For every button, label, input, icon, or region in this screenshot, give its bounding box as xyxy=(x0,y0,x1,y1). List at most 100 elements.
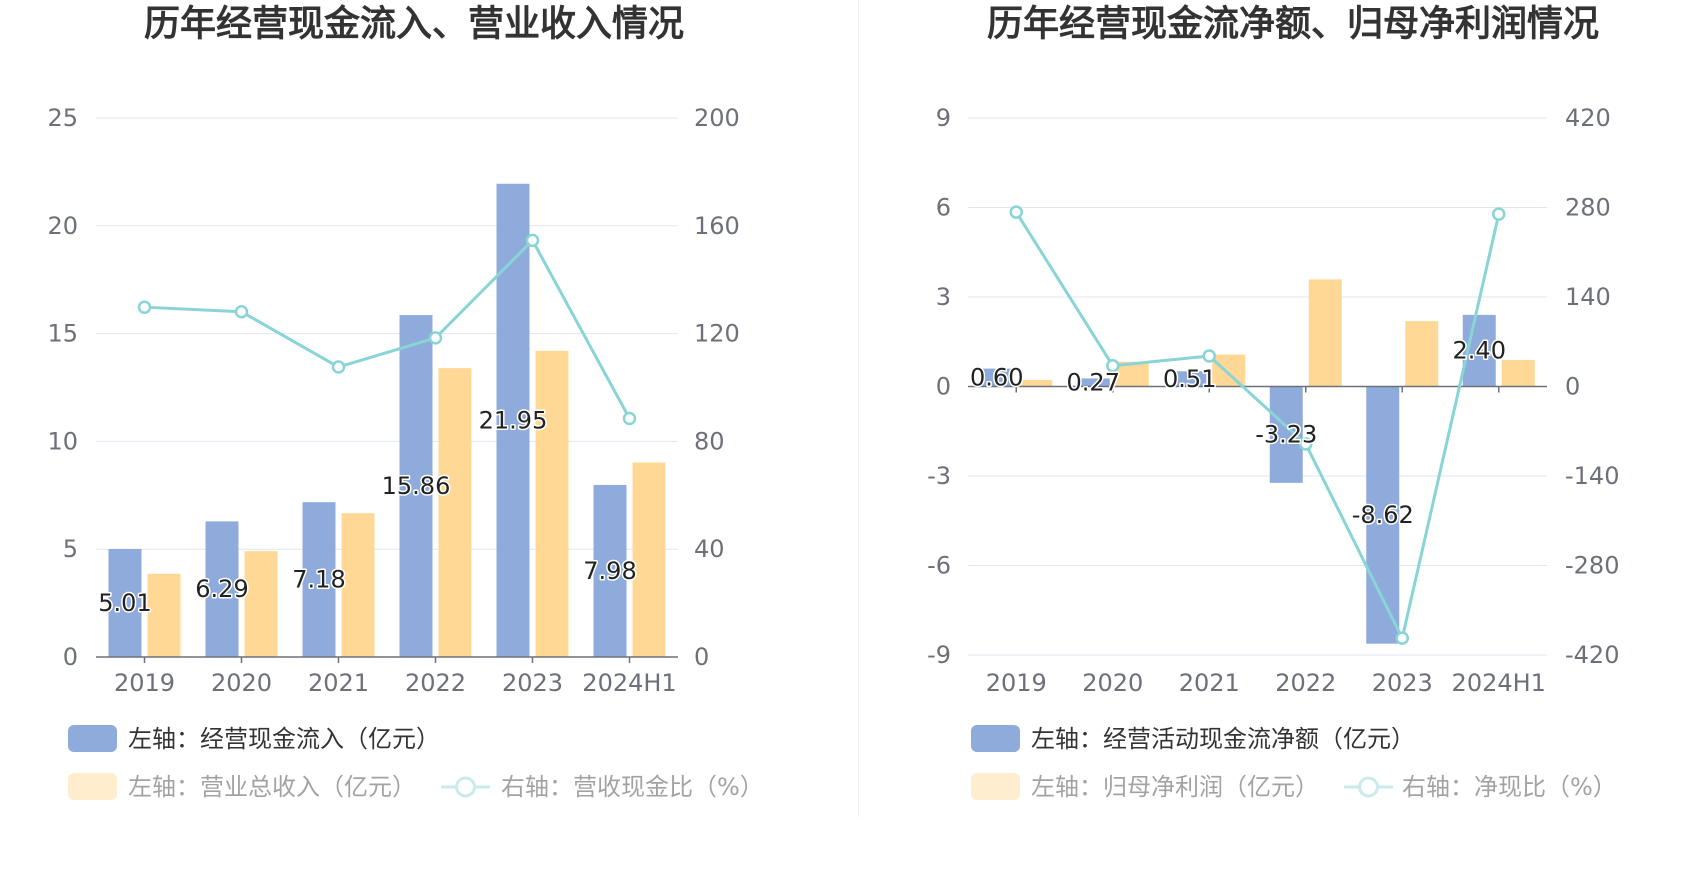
operating-net-cash-flow-bar xyxy=(980,368,1014,387)
line-point-marker xyxy=(1395,631,1409,645)
left-axis-tick-label: -3 xyxy=(927,462,951,490)
net-profit-bar xyxy=(1501,359,1535,387)
left-axis-tick-label: 20 xyxy=(47,212,78,240)
chart-net-cash-flow-profit: 历年经营现金流净额、归母净利润情况 -9 -6 -3 0 3 6 9 -420 -280 -140… xyxy=(927,3,1619,802)
revenue-bar xyxy=(341,513,375,657)
right-axis-tick-label: 200 xyxy=(694,104,740,132)
right-axis-tick-label: 160 xyxy=(694,212,740,240)
legend: 左轴：经营活动现金流净额（亿元） 左轴：归母净利润（亿元） 右轴：净现比（%） xyxy=(971,725,1617,801)
line-point-marker xyxy=(331,360,346,374)
x-axis-category-label: 2019 xyxy=(114,669,175,697)
left-axis-tick-label: 6 xyxy=(936,194,951,222)
left-axis-tick-label: -6 xyxy=(927,552,951,580)
line-point-marker xyxy=(1299,437,1313,451)
revenue-bar xyxy=(632,462,666,657)
legend-item-operating-net-cash-flow[interactable]: 左轴：经营活动现金流净额（亿元） xyxy=(971,725,1415,753)
chart-title: 历年经营现金流入、营业收入情况 xyxy=(144,3,684,45)
data-labels: 5.01 6.29 7.18 15.86 21.95 7.98 xyxy=(97,405,638,619)
legend-item-revenue-cash-ratio[interactable]: 右轴：营收现金比（%） xyxy=(441,773,764,801)
left-axis-tick-label: 15 xyxy=(47,320,78,348)
cash-inflow-bar xyxy=(205,521,239,657)
x-axis-category-label: 2022 xyxy=(1275,669,1336,697)
x-axis-category-label: 2024H1 xyxy=(1452,669,1546,697)
net-profit-bar xyxy=(1308,279,1342,387)
legend-item-cash-inflow[interactable]: 左轴：经营现金流入（亿元） xyxy=(68,725,440,753)
x-axis-category-label: 2024H1 xyxy=(582,669,676,697)
line-series xyxy=(1009,205,1506,645)
legend-item-net-cash-ratio[interactable]: 右轴：净现比（%） xyxy=(1344,773,1617,801)
data-labels: 0.60 0.27 0.51 -3.23 -8.62 2.40 xyxy=(969,335,1508,530)
chart-cash-inflow-revenue: 历年经营现金流入、营业收入情况 0 5 10 15 20 25 0 40 80 120 160 200… xyxy=(47,3,764,802)
legend-item-revenue[interactable]: 左轴：营业总收入（亿元） xyxy=(68,773,416,801)
net-cash-ratio-line xyxy=(1014,211,1501,640)
legend-swatch-operating-net-cash-flow xyxy=(971,725,1020,752)
right-axis-tick-label: 420 xyxy=(1565,104,1611,132)
revenue-bar xyxy=(535,350,569,657)
cash-inflow-bar xyxy=(593,484,627,657)
panel-divider xyxy=(858,0,859,817)
line-series xyxy=(137,233,637,426)
operating-net-cash-flow-bar xyxy=(1076,378,1110,387)
left-axis-tick-label: -9 xyxy=(927,641,951,669)
bar-value-label: 7.98 xyxy=(583,557,636,585)
right-axis-tick-label: -140 xyxy=(1565,462,1619,490)
bar-value-label: 0.60 xyxy=(970,364,1023,392)
legend-swatch-cash-inflow xyxy=(68,725,117,752)
x-axis-category-label: 2023 xyxy=(1372,669,1433,697)
x-axis-category-label: 2020 xyxy=(211,669,272,697)
plot-area: -9 -6 -3 0 3 6 9 -420 -280 -140 0 140 280 420 2019 2020… xyxy=(927,104,1619,697)
plot-area: 0 5 10 15 20 25 0 40 80 120 160 200 2019 2020 2021 2022… xyxy=(47,104,739,697)
bar-value-label: 6.29 xyxy=(195,575,248,603)
line-point-marker xyxy=(622,411,637,426)
cash-inflow-bar xyxy=(302,502,336,657)
bars xyxy=(108,183,666,657)
grid-lines: -9 -6 -3 0 3 6 9 -420 -280 -140 0 140 280 420 xyxy=(927,104,1619,669)
right-axis-tick-label: 0 xyxy=(1565,373,1580,401)
bar-value-label: 5.01 xyxy=(98,589,151,617)
line-point-marker xyxy=(525,233,540,248)
operating-net-cash-flow-bar xyxy=(1173,371,1207,387)
left-axis-tick-label: 10 xyxy=(47,427,78,455)
x-axis-category-label: 2022 xyxy=(405,669,466,697)
legend-item-net-profit[interactable]: 左轴：归母净利润（亿元） xyxy=(971,773,1319,801)
legend-swatch-revenue xyxy=(68,773,117,800)
left-axis-tick-label: 25 xyxy=(47,104,78,132)
revenue-bar xyxy=(147,573,181,657)
line-point-marker xyxy=(1492,207,1506,221)
right-axis-tick-label: 0 xyxy=(694,643,709,671)
legend-label-net-cash-ratio: 右轴：净现比（%） xyxy=(1402,773,1617,801)
line-point-marker xyxy=(1202,349,1216,363)
x-axis-category-label: 2021 xyxy=(1179,669,1240,697)
line-point-marker xyxy=(428,331,443,345)
x-axis-category-label: 2023 xyxy=(502,669,563,697)
right-axis-tick-label: 140 xyxy=(1565,283,1611,311)
legend-label-revenue-cash-ratio: 右轴：营收现金比（%） xyxy=(501,773,764,801)
line-point-marker xyxy=(137,300,152,314)
bar-value-label: 0.51 xyxy=(1163,365,1216,393)
right-axis-tick-label: -420 xyxy=(1565,641,1619,669)
legend-label-net-profit: 左轴：归母净利润（亿元） xyxy=(1031,773,1319,801)
bar-value-label: 15.86 xyxy=(382,472,451,500)
left-axis-tick-label: 9 xyxy=(936,104,951,132)
left-axis-tick-label: 0 xyxy=(936,373,951,401)
x-axis: 2019 2020 2021 2022 2023 2024H1 xyxy=(968,385,1547,697)
line-point-marker xyxy=(1009,205,1023,219)
chart-title: 历年经营现金流净额、归母净利润情况 xyxy=(987,3,1599,45)
legend-label-operating-net-cash-flow: 左轴：经营活动现金流净额（亿元） xyxy=(1031,725,1415,753)
legend-label-revenue: 左轴：营业总收入（亿元） xyxy=(128,773,416,801)
bar-value-label: -8.62 xyxy=(1352,501,1414,529)
net-profit-bar xyxy=(1019,379,1053,387)
right-axis-tick-label: 80 xyxy=(694,427,725,455)
x-axis-category-label: 2021 xyxy=(308,669,369,697)
legend-label-cash-inflow: 左轴：经营现金流入（亿元） xyxy=(128,725,440,753)
bar-value-label: 7.18 xyxy=(292,566,345,594)
right-axis-tick-label: 280 xyxy=(1565,194,1611,222)
revenue-cash-ratio-line xyxy=(144,238,631,420)
bar-value-label: 2.40 xyxy=(1453,337,1506,365)
legend-marker-icon xyxy=(455,776,476,798)
grid-lines: 0 5 10 15 20 25 0 40 80 120 160 200 xyxy=(47,104,739,671)
bar-value-label: -3.23 xyxy=(1255,421,1317,449)
left-axis-tick-label: 3 xyxy=(936,283,951,311)
right-axis-tick-label: 120 xyxy=(694,320,740,348)
cash-inflow-bar xyxy=(496,183,530,657)
